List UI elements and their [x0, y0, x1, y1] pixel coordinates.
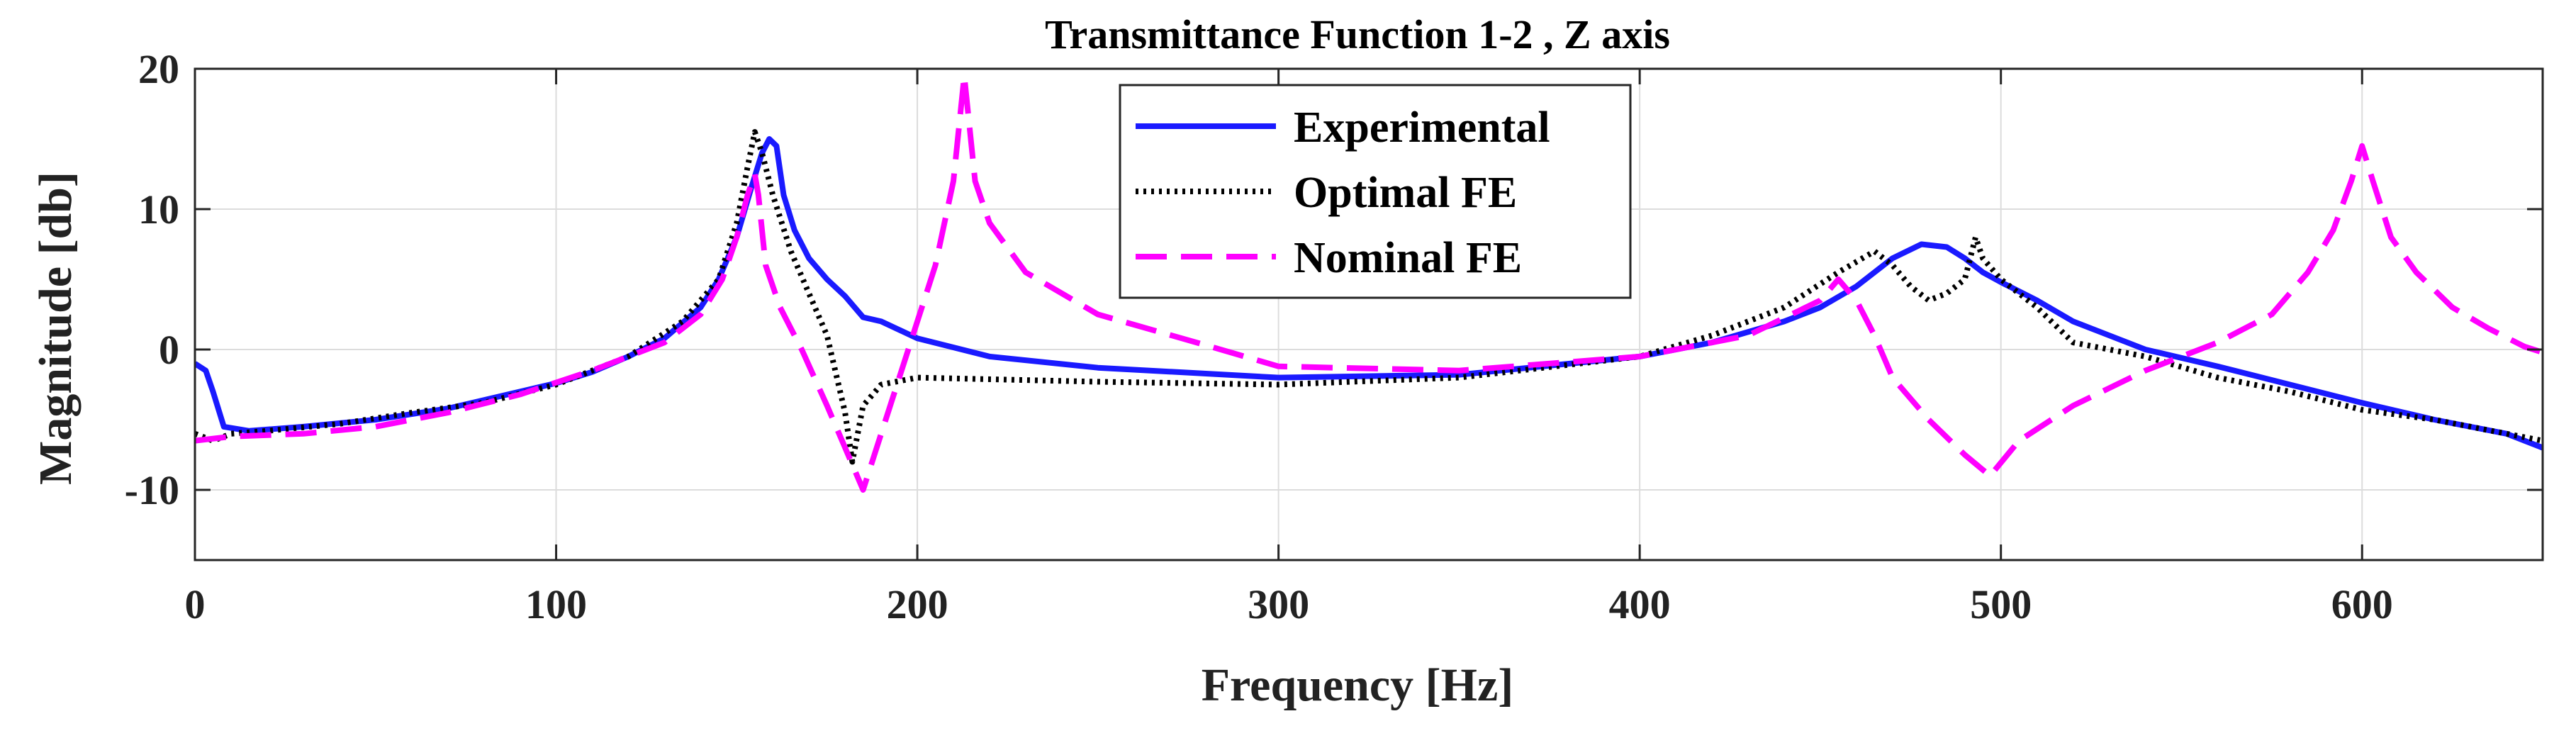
legend: Experimental Optimal FE Nominal FE — [1119, 84, 1632, 299]
x-tick-label: 300 — [1248, 581, 1309, 627]
y-tick-label: 20 — [138, 46, 179, 92]
x-tick-label: 100 — [525, 581, 587, 627]
x-tick-label: 600 — [2331, 581, 2393, 627]
plot-frame — [194, 67, 2544, 561]
x-tick-label: 400 — [1609, 581, 1671, 627]
series-line-experimental — [195, 136, 2543, 451]
x-tick-label: 500 — [1970, 581, 2032, 627]
legend-label-experimental: Experimental — [1294, 104, 1550, 152]
ticks: 0 100 200 300 400 500 600 -10 0 10 20 — [125, 46, 2543, 627]
y-tick-label: 0 — [159, 327, 179, 373]
series-line-nominal-fe — [195, 72, 2543, 493]
legend-label-optimal-fe: Optimal FE — [1294, 169, 1517, 217]
x-tick-label: 200 — [887, 581, 948, 627]
legend-box — [1119, 84, 1632, 299]
x-axis-label: Frequency [Hz] — [1202, 659, 1514, 711]
chart-title: Transmittance Function 1-2 , Z axis — [1045, 11, 1670, 57]
axes — [194, 67, 2544, 561]
legend-label-nominal-fe: Nominal FE — [1294, 234, 1522, 282]
series-line-optimal-fe — [195, 129, 2543, 465]
series-layer — [195, 72, 2543, 493]
x-tick-label: 0 — [185, 581, 206, 627]
y-tick-label: 10 — [138, 186, 179, 233]
y-tick-label: -10 — [125, 467, 179, 513]
y-axis-label: Magnitude [db] — [30, 172, 82, 485]
